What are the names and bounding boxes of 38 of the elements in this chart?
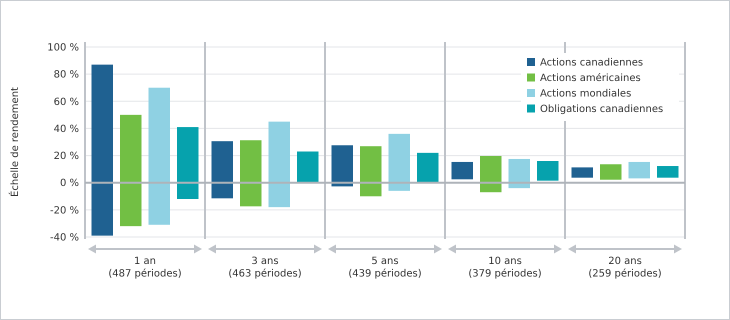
bar <box>657 166 678 178</box>
bar <box>480 156 502 192</box>
bar <box>212 141 233 198</box>
y-axis-title: Échelle de rendement <box>8 86 21 197</box>
bar <box>452 162 473 180</box>
bar <box>417 152 438 183</box>
bar <box>600 164 622 180</box>
y-tick-label: -20 % <box>50 205 79 216</box>
legend-label: Actions canadiennes <box>540 58 644 68</box>
bar <box>297 152 318 183</box>
y-tick-label: 40 % <box>54 124 79 135</box>
bar <box>628 162 650 178</box>
legend-label: Obligations canadiennes <box>540 104 664 115</box>
bar <box>177 127 198 199</box>
bar <box>572 167 593 178</box>
bar <box>268 122 290 208</box>
bar <box>148 88 170 225</box>
y-tick-label: 0 % <box>60 178 79 190</box>
bar <box>508 158 530 188</box>
x-tick-label: 10 ans (379 périodes) <box>468 256 542 280</box>
y-tick-label: 20 % <box>54 151 79 162</box>
y-tick-label: 100 % <box>47 42 79 54</box>
x-tick-label: 1 an (487 périodes) <box>108 256 182 280</box>
bar <box>360 146 382 196</box>
legend-label: Actions mondiales <box>540 88 632 100</box>
x-tick-label: 3 ans (463 périodes) <box>228 256 302 280</box>
y-tick-label: -40 % <box>50 232 79 244</box>
y-tick-label: 60 % <box>54 96 79 108</box>
x-tick-label: 5 ans (439 périodes) <box>348 256 422 280</box>
x-tick-label: 20 ans (259 périodes) <box>588 256 662 280</box>
bar <box>388 134 410 191</box>
bar <box>92 64 113 236</box>
bar <box>120 114 142 226</box>
legend-label: Actions américaines <box>540 73 641 84</box>
bar <box>332 145 353 186</box>
bar <box>537 161 558 181</box>
bar <box>240 140 262 206</box>
y-tick-label: 80 % <box>54 70 79 81</box>
